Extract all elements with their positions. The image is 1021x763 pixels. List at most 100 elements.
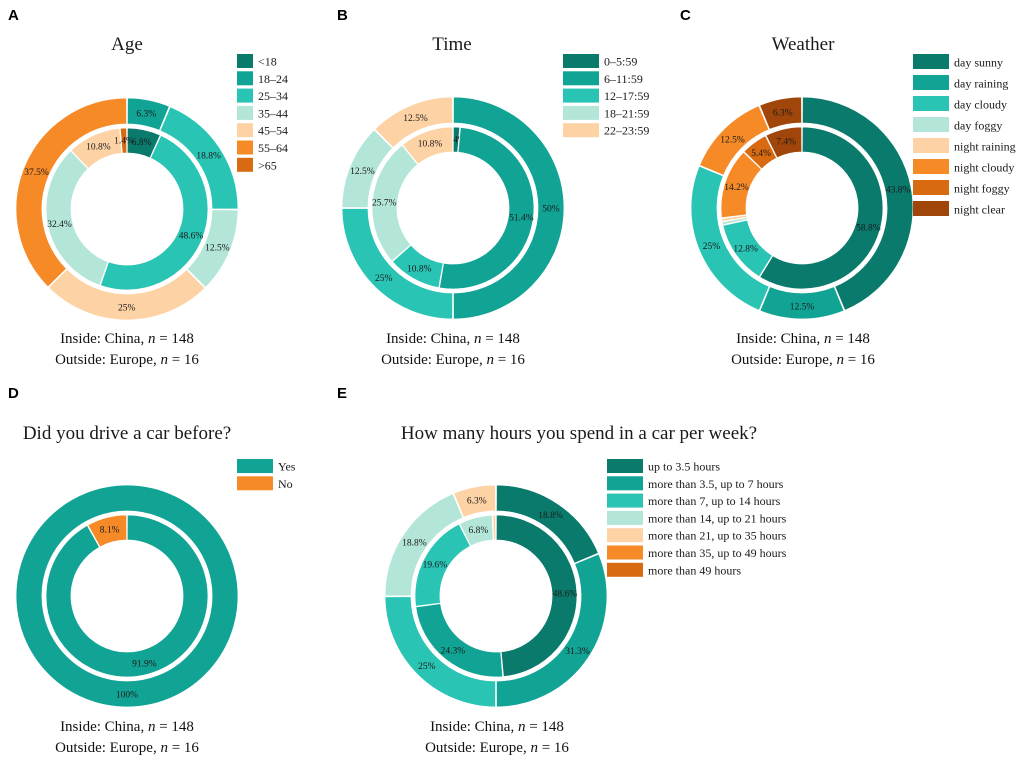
legend-swatch bbox=[913, 159, 949, 174]
inner-ring-segment bbox=[492, 514, 497, 541]
inner-ring-segment bbox=[759, 126, 884, 290]
legend-entry: 25–34 bbox=[258, 89, 288, 103]
legend-swatch bbox=[913, 138, 949, 153]
inner-ring-segment bbox=[126, 127, 161, 159]
inner-ring-data-label: 32.4% bbox=[47, 220, 72, 230]
legend-swatch bbox=[563, 105, 599, 120]
legend-swatch bbox=[607, 476, 643, 491]
panel-label: C bbox=[680, 7, 691, 24]
caption-outside: Outside: Europe, n = 16 bbox=[55, 740, 199, 756]
legend: up to 3.5 hours more than 3.5, up to 7 ho… bbox=[607, 459, 787, 577]
caption-n: n bbox=[836, 352, 844, 368]
legend-swatch bbox=[913, 75, 949, 90]
legend-swatch bbox=[237, 71, 253, 86]
legend-entry: 0–5:59 bbox=[604, 55, 637, 69]
panel-label: A bbox=[8, 7, 19, 24]
caption-outside: Outside: Europe, n = 16 bbox=[731, 352, 875, 368]
outer-ring-data-label: 12.5% bbox=[790, 303, 815, 313]
caption-inside: Inside: China, n = 148 bbox=[430, 719, 564, 735]
outer-ring-segment bbox=[186, 209, 239, 289]
caption-value: = 148 bbox=[155, 719, 193, 735]
panel-d: D Did you drive a car before? 100% 91.9% 8.1… bbox=[8, 385, 296, 756]
outer-ring-data-label: 25% bbox=[418, 662, 436, 672]
legend-swatch bbox=[237, 88, 253, 103]
caption-value: = 148 bbox=[155, 331, 193, 347]
outer-ring-segment bbox=[384, 493, 464, 597]
legend-entry: 18–21:59 bbox=[604, 106, 649, 120]
caption-prefix: Outside: Europe, bbox=[55, 740, 160, 756]
caption-prefix: Inside: China, bbox=[430, 719, 518, 735]
caption-inside: Inside: China, n = 148 bbox=[60, 331, 194, 347]
inner-ring-segment bbox=[722, 219, 773, 278]
caption-prefix: Inside: China, bbox=[736, 331, 824, 347]
inner-ring-segment bbox=[45, 150, 109, 286]
outer-ring-data-label: 6.3% bbox=[467, 496, 487, 506]
legend-entry: 55–64 bbox=[258, 141, 288, 155]
inner-ring-segment bbox=[401, 126, 454, 165]
legend-swatch bbox=[913, 54, 949, 69]
outer-ring-data-label: 18.8% bbox=[196, 151, 221, 161]
legend-entry: <18 bbox=[258, 55, 277, 69]
legend-swatch bbox=[563, 123, 599, 138]
outer-ring-data-label: 25% bbox=[703, 242, 721, 252]
legend-entry: more than 7, up to 14 hours bbox=[648, 494, 781, 508]
caption-value: = 148 bbox=[525, 719, 563, 735]
legend-swatch bbox=[237, 54, 253, 68]
outer-ring-data-label: 12.5% bbox=[205, 243, 230, 253]
outer-ring-segment bbox=[384, 596, 497, 708]
legend-entry: day foggy bbox=[954, 119, 1002, 133]
inner-ring-data-label: 7.4% bbox=[776, 137, 796, 147]
inner-ring-data-label: 51.4% bbox=[509, 213, 534, 223]
outer-ring-data-label: 37.5% bbox=[24, 168, 49, 178]
legend-entry: >65 bbox=[258, 158, 277, 172]
legend-entry: 35–44 bbox=[258, 106, 288, 120]
caption-value: = 16 bbox=[494, 352, 525, 368]
caption-n: n bbox=[160, 740, 168, 756]
inner-ring-segment bbox=[721, 214, 748, 222]
caption-value: = 16 bbox=[168, 352, 199, 368]
outer-ring-segment bbox=[48, 268, 206, 321]
caption-value: = 148 bbox=[481, 331, 519, 347]
caption-n: n bbox=[530, 740, 538, 756]
inner-ring-data-label: 19.6% bbox=[423, 560, 448, 570]
outer-ring-data-label: 6.3% bbox=[773, 108, 793, 118]
caption-inside: Inside: China, n = 148 bbox=[736, 331, 870, 347]
caption-n: n bbox=[160, 352, 168, 368]
panel-c: C Weather 43.8% 12.5% 25% 12.5% 6.3% 58.8% 12.8%… bbox=[680, 7, 1016, 368]
caption-prefix: Inside: China, bbox=[60, 719, 148, 735]
inner-ring-data-label: 6.8% bbox=[132, 138, 152, 148]
legend-swatch bbox=[607, 459, 643, 473]
legend-entry: day raining bbox=[954, 77, 1008, 91]
caption-outside: Outside: Europe, n = 16 bbox=[381, 352, 525, 368]
inner-ring-data-label: 25.7% bbox=[372, 199, 397, 209]
inner-ring-segment bbox=[765, 126, 803, 159]
outer-ring-data-label: 12.5% bbox=[350, 167, 375, 177]
legend-swatch bbox=[607, 510, 643, 525]
legend-swatch bbox=[237, 157, 253, 172]
caption-prefix: Outside: Europe, bbox=[55, 352, 160, 368]
chart-title: Age bbox=[111, 34, 143, 55]
inner-ring-data-label: 1.4% bbox=[446, 136, 466, 146]
outer-ring-data-label: 31.3% bbox=[565, 647, 590, 657]
outer-ring-segment bbox=[453, 484, 497, 518]
inner-ring-segment bbox=[743, 135, 778, 170]
inner-ring-segment bbox=[452, 126, 461, 153]
legend-swatch bbox=[913, 180, 949, 195]
caption-prefix: Outside: Europe, bbox=[731, 352, 836, 368]
legend-swatch bbox=[237, 140, 253, 155]
outer-ring-segment bbox=[159, 106, 239, 210]
inner-ring-data-label: 12.8% bbox=[733, 244, 758, 254]
legend-swatch bbox=[607, 562, 643, 577]
outer-ring-data-label: 25% bbox=[118, 303, 136, 313]
legend-entry: No bbox=[278, 477, 293, 491]
legend-swatch bbox=[563, 88, 599, 103]
legend-entry: up to 3.5 hours bbox=[648, 460, 720, 474]
legend-entry: day sunny bbox=[954, 56, 1003, 70]
caption-value: = 16 bbox=[844, 352, 875, 368]
inner-ring-segment bbox=[45, 514, 209, 678]
legend-swatch bbox=[563, 54, 599, 68]
outer-ring-segment bbox=[495, 484, 599, 564]
outer-ring-segment bbox=[374, 96, 454, 149]
caption-value: = 16 bbox=[168, 740, 199, 756]
